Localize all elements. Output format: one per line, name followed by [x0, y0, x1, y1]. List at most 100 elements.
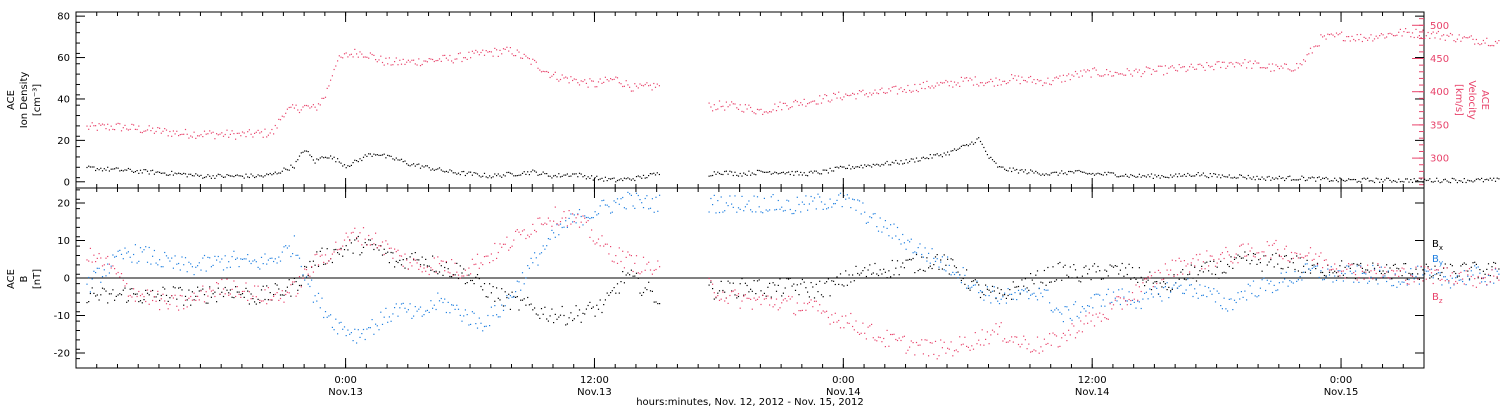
bz-series-point: [400, 255, 403, 257]
bx-series-point: [1033, 283, 1035, 285]
velocity-series-point: [634, 83, 636, 85]
velocity-series-point: [1301, 64, 1303, 66]
bx-series-point: [585, 308, 587, 310]
velocity-series-point: [1000, 84, 1002, 86]
density-series-point: [974, 142, 976, 144]
density-series-point: [1493, 177, 1495, 179]
by-series-point: [788, 200, 790, 202]
bottom-xticks: [75, 188, 1425, 368]
velocity-series-point: [708, 102, 710, 104]
bz-series-point: [1270, 257, 1272, 259]
by-series-point: [337, 333, 339, 335]
velocity-series-point: [1042, 84, 1044, 87]
velocity-series-point: [800, 102, 802, 104]
by-series-point: [482, 330, 484, 332]
by-series-point: [817, 193, 819, 195]
by-series-point: [1090, 297, 1092, 299]
velocity-series-point: [152, 127, 154, 129]
bx-series-point: [321, 247, 323, 249]
bx-series-point: [305, 266, 308, 268]
bx-series-point: [297, 289, 299, 291]
bx-series-point: [782, 292, 784, 294]
bz-series-point: [1068, 329, 1070, 331]
bx-series-point: [546, 318, 548, 320]
bz-series-point: [877, 336, 880, 338]
bx-series-point: [722, 289, 724, 292]
bz-series-point: [324, 254, 327, 256]
bx-series-point: [430, 269, 432, 271]
bz-series-point: [718, 299, 721, 301]
bz-series-point: [387, 243, 389, 245]
bx-series-point: [907, 259, 909, 261]
bx-series-point: [1244, 251, 1246, 253]
bz-series-point: [1496, 276, 1498, 278]
density-series-point: [1126, 175, 1128, 177]
density-series-point: [402, 161, 404, 163]
by-series-point: [117, 250, 119, 252]
bz-series-point: [1182, 273, 1184, 275]
bx-series-point: [260, 289, 263, 291]
density-series-point: [179, 173, 181, 175]
density-series-point: [1187, 172, 1189, 175]
density-series-point: [418, 163, 420, 165]
bz-series-point: [611, 260, 613, 262]
by-series-point: [893, 223, 895, 225]
bx-series-point: [515, 296, 517, 298]
velocity-series-point: [1144, 71, 1146, 73]
velocity-series-point: [1023, 79, 1025, 81]
by-series-point: [126, 252, 128, 254]
bx-series-point: [858, 274, 861, 276]
bz-series-point: [476, 253, 479, 255]
bx-series-point: [279, 294, 282, 296]
bz-series-point: [862, 322, 864, 324]
bz-series-point: [269, 299, 271, 301]
density-series-point: [1277, 178, 1279, 180]
bz-series-point: [601, 235, 603, 237]
density-series-point: [198, 175, 200, 177]
velocity-series-point: [1437, 30, 1439, 33]
bz-series-point: [1448, 280, 1450, 282]
velocity-series-point: [489, 51, 491, 53]
density-series-point: [1204, 175, 1206, 177]
density-series-point: [96, 168, 98, 170]
bx-series-point: [914, 272, 916, 274]
bx-series-point: [985, 284, 987, 286]
bz-series-point: [141, 293, 143, 295]
by-series-point: [1449, 287, 1452, 289]
bz-series-point: [286, 291, 288, 293]
bz-series-point: [1484, 277, 1486, 279]
density-series-point: [356, 160, 358, 162]
bx-series-point: [874, 262, 876, 265]
by-series-point: [366, 328, 368, 330]
by-series-point: [575, 222, 577, 224]
velocity-series-point: [430, 58, 432, 60]
density-series-point: [309, 154, 311, 156]
bx-series-point: [236, 291, 238, 293]
density-series-point: [656, 172, 658, 174]
bz-series-point: [990, 334, 992, 336]
by-series-point: [618, 203, 620, 205]
bz-series-point: [1106, 318, 1108, 320]
bx-series-point: [836, 276, 838, 278]
by-series-point: [565, 220, 567, 222]
velocity-series-point: [1292, 70, 1294, 72]
by-series-point: [566, 226, 568, 228]
bx-series-point: [981, 291, 983, 294]
density-series-point: [990, 156, 992, 158]
by-series-point: [1265, 289, 1267, 292]
velocity-series-point: [292, 104, 294, 106]
velocity-series-point: [1368, 37, 1370, 39]
bx-series-point: [172, 286, 174, 288]
by-series-point: [629, 193, 631, 195]
by-series-point: [1021, 289, 1023, 291]
bz-series-point: [955, 349, 957, 351]
velocity-series-point: [979, 82, 982, 84]
bx-series-point: [1187, 274, 1189, 276]
density-series-point: [1322, 177, 1324, 179]
bz-series-point: [888, 345, 890, 347]
by-series-point: [248, 260, 250, 262]
density-series-point: [1170, 174, 1172, 176]
bx-series-point: [468, 274, 470, 276]
velocity-series-point: [1380, 33, 1382, 35]
bz-series-point: [311, 266, 313, 268]
